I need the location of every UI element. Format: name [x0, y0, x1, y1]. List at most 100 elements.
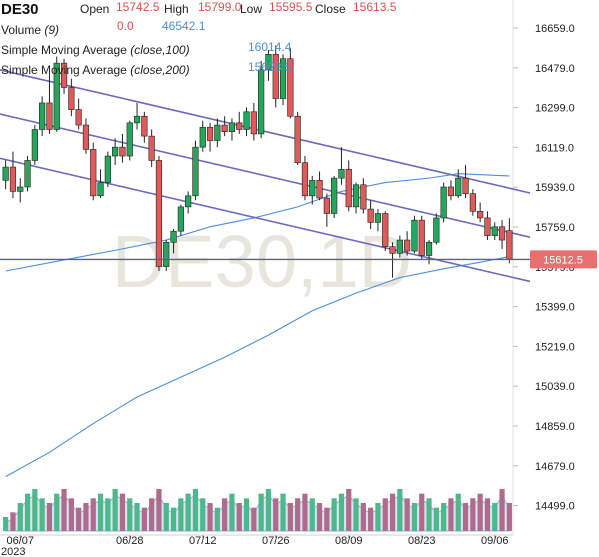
candle[interactable]	[53, 56, 60, 132]
candle-body	[177, 206, 184, 232]
candle[interactable]	[433, 213, 440, 245]
candle[interactable]	[31, 125, 38, 165]
candle[interactable]	[396, 235, 403, 258]
candle[interactable]	[185, 191, 192, 214]
candle[interactable]	[163, 240, 170, 272]
candle[interactable]	[265, 49, 272, 81]
candle[interactable]	[484, 211, 491, 241]
close-label: Close	[315, 2, 346, 16]
candle[interactable]	[316, 171, 323, 201]
candle-body	[155, 160, 163, 267]
candle[interactable]	[214, 118, 221, 148]
volume-bar	[433, 507, 439, 531]
candle[interactable]	[199, 120, 206, 152]
volume-bar	[426, 498, 432, 531]
candle-body	[396, 239, 403, 254]
candle[interactable]	[141, 111, 148, 143]
volume-bar	[324, 507, 330, 531]
candle[interactable]	[447, 180, 455, 201]
candle[interactable]	[155, 156, 163, 272]
candle[interactable]	[2, 160, 9, 190]
candle[interactable]	[82, 118, 90, 154]
volume-bar	[90, 498, 96, 531]
candle[interactable]	[112, 138, 119, 165]
candle[interactable]	[418, 215, 425, 260]
candle[interactable]	[294, 111, 301, 165]
candle[interactable]	[177, 204, 184, 236]
candle[interactable]	[39, 96, 46, 137]
trend-channel-line[interactable]	[0, 157, 531, 283]
candle-body	[112, 146, 119, 157]
candle-body	[104, 155, 111, 183]
volume-bar	[127, 498, 133, 531]
candle[interactable]	[309, 175, 316, 205]
candle[interactable]	[97, 169, 104, 199]
volume-bar	[404, 498, 410, 531]
candle[interactable]	[440, 182, 447, 223]
candle[interactable]	[60, 58, 68, 95]
candle[interactable]	[236, 111, 243, 134]
candle[interactable]	[119, 133, 126, 163]
volume-bar	[411, 503, 418, 531]
volume-bar	[229, 493, 235, 531]
x-tick-label: 09/06	[481, 535, 509, 547]
volume-bar	[302, 493, 308, 531]
candle[interactable]	[338, 147, 345, 185]
candle[interactable]	[374, 209, 382, 232]
candle[interactable]	[104, 151, 111, 187]
sma200-value: 15623.5	[248, 60, 292, 74]
candle[interactable]	[367, 200, 374, 229]
y-tick-label: 14499.0	[535, 501, 575, 513]
candle[interactable]	[469, 189, 476, 216]
candle[interactable]	[243, 107, 250, 137]
candle[interactable]	[90, 142, 97, 201]
candle[interactable]	[279, 54, 287, 106]
candle[interactable]	[331, 175, 338, 218]
candle[interactable]	[491, 222, 498, 241]
candle[interactable]	[404, 231, 411, 256]
candle-body	[126, 122, 133, 157]
y-tick-label: 16299.0	[535, 103, 575, 115]
x-tick-label: 08/09	[335, 535, 363, 547]
candle[interactable]	[345, 160, 352, 212]
volume-bar	[112, 489, 118, 531]
candle[interactable]	[148, 129, 155, 168]
candle[interactable]	[192, 140, 199, 201]
candle[interactable]	[17, 178, 24, 203]
candle[interactable]	[498, 220, 506, 249]
candle[interactable]	[301, 156, 309, 201]
candle[interactable]	[68, 78, 75, 117]
candle[interactable]	[323, 193, 330, 227]
candle[interactable]	[352, 182, 360, 214]
candle[interactable]	[382, 211, 389, 252]
candle[interactable]	[170, 228, 177, 254]
candle[interactable]	[455, 169, 462, 199]
volume-bar	[236, 503, 242, 531]
candle[interactable]	[462, 164, 469, 199]
candle[interactable]	[46, 72, 53, 134]
candle-body	[404, 239, 411, 252]
candle[interactable]	[228, 118, 236, 141]
volume-bar	[382, 498, 388, 531]
candle[interactable]	[287, 47, 294, 119]
volume-bar	[156, 489, 162, 531]
candle-body	[9, 166, 17, 192]
candle[interactable]	[360, 178, 367, 214]
candle[interactable]	[24, 156, 31, 192]
trend-channel-line[interactable]	[0, 69, 531, 194]
x-tick-label: 07/12	[189, 535, 217, 547]
candle[interactable]	[221, 116, 228, 137]
volume-bar	[251, 507, 257, 531]
candle[interactable]	[126, 120, 133, 161]
candle[interactable]	[75, 98, 82, 130]
candle[interactable]	[425, 240, 433, 265]
candle[interactable]	[206, 122, 214, 152]
candle[interactable]	[258, 60, 265, 139]
candle[interactable]	[133, 102, 141, 130]
candle[interactable]	[9, 151, 17, 199]
candle[interactable]	[411, 215, 418, 254]
candle[interactable]	[272, 45, 279, 108]
candle[interactable]	[477, 202, 484, 223]
candle[interactable]	[250, 102, 257, 141]
